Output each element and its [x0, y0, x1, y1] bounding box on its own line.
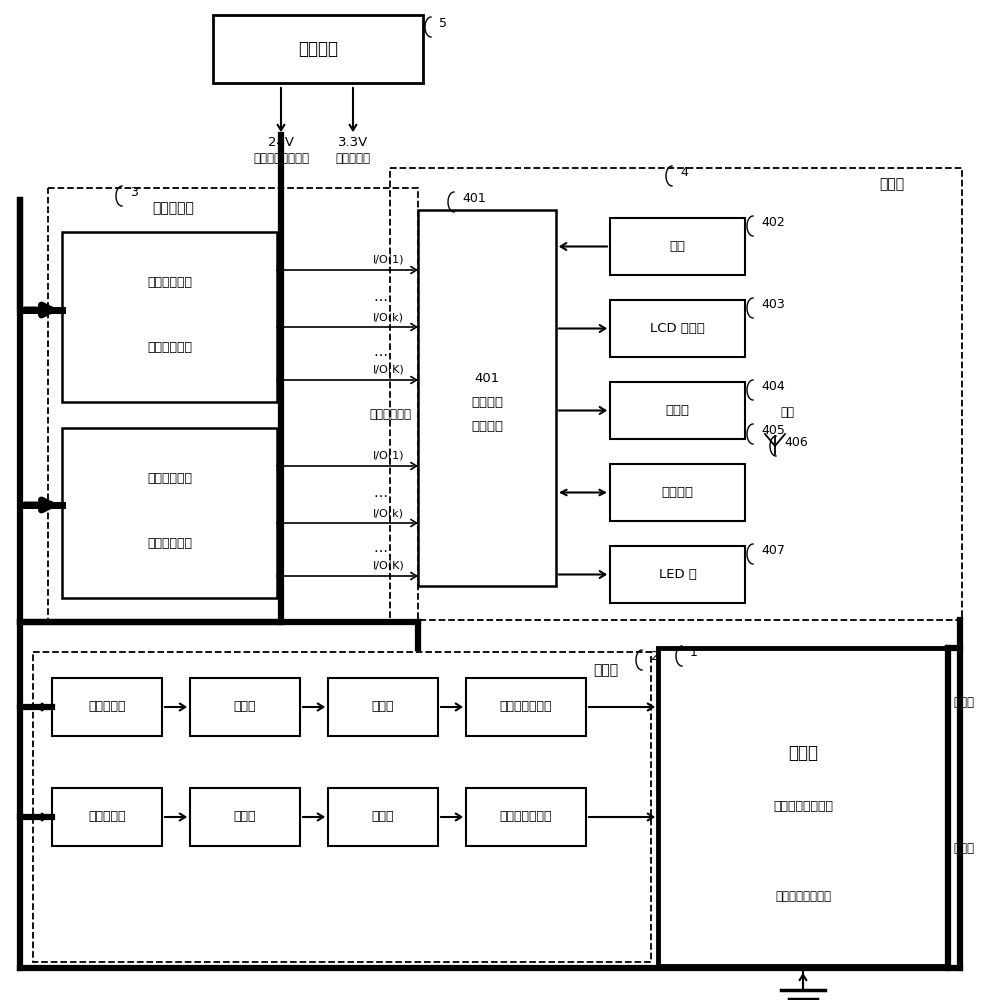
Bar — [610, 546, 745, 603]
Text: 3: 3 — [130, 186, 138, 199]
Text: 右活塞: 右活塞 — [371, 810, 394, 824]
Text: I/O(k): I/O(k) — [373, 312, 404, 322]
Text: 左信号电极阵: 左信号电极阵 — [147, 276, 192, 290]
Text: 控制器: 控制器 — [880, 177, 905, 191]
Text: 405: 405 — [761, 424, 784, 437]
Bar — [52, 678, 162, 736]
Text: 5: 5 — [439, 17, 447, 30]
Text: 右小口径圆柱腔: 右小口径圆柱腔 — [499, 810, 552, 824]
Text: 402: 402 — [761, 216, 784, 229]
Text: 左驱动电路: 左驱动电路 — [88, 700, 126, 714]
Text: 右电机: 右电机 — [233, 810, 256, 824]
Bar — [213, 15, 423, 83]
Text: 右驱动电路: 右驱动电路 — [88, 810, 126, 824]
Text: 天线: 天线 — [780, 406, 794, 418]
Text: 键盘: 键盘 — [669, 240, 685, 253]
Text: 扬声器: 扬声器 — [665, 404, 689, 417]
Text: LCD 显示器: LCD 显示器 — [650, 322, 705, 335]
Text: LED 屏: LED 屏 — [658, 568, 696, 581]
Bar — [658, 648, 948, 966]
Bar — [190, 788, 300, 846]
Text: 供左、右驱动电路: 供左、右驱动电路 — [253, 152, 309, 165]
Text: 3.3V: 3.3V — [338, 136, 368, 149]
Text: 与饱和电解液接触: 与饱和电解液接触 — [775, 890, 831, 903]
Bar — [328, 678, 438, 736]
Text: 左小口径圆柱腔: 左小口径圆柱腔 — [499, 700, 552, 714]
Text: …: … — [373, 541, 387, 555]
Bar — [190, 678, 300, 736]
Text: 直流电源: 直流电源 — [298, 40, 338, 58]
Text: （大口径圆柱腔）: （大口径圆柱腔） — [773, 800, 833, 814]
Text: 右端面: 右端面 — [953, 842, 974, 855]
Bar — [52, 788, 162, 846]
Text: 24V: 24V — [268, 136, 294, 149]
Text: 404: 404 — [761, 380, 784, 393]
Bar — [48, 188, 418, 620]
Text: 407: 407 — [761, 544, 784, 557]
Text: 401: 401 — [475, 371, 499, 384]
Bar — [610, 300, 745, 357]
Bar — [610, 464, 745, 521]
Text: 单片机及: 单片机及 — [471, 396, 503, 410]
Text: I/O(K): I/O(K) — [373, 365, 405, 375]
Text: 406: 406 — [784, 436, 807, 449]
Text: I/O(K): I/O(K) — [373, 561, 405, 571]
Text: 左电机: 左电机 — [233, 700, 256, 714]
Bar — [466, 678, 586, 736]
Text: 左活塞: 左活塞 — [371, 700, 394, 714]
Bar — [390, 168, 962, 620]
Text: 盛液器: 盛液器 — [788, 744, 818, 762]
Text: 通信模块: 通信模块 — [661, 486, 693, 499]
Bar — [466, 788, 586, 846]
Text: …: … — [373, 290, 387, 304]
Text: 4: 4 — [680, 166, 688, 179]
Text: 403: 403 — [761, 298, 784, 311]
Text: I/O(k): I/O(k) — [373, 508, 404, 518]
Bar — [33, 652, 651, 962]
Text: I/O(1): I/O(1) — [373, 255, 404, 265]
Text: 右信号采集器: 右信号采集器 — [147, 537, 192, 550]
Text: 左端面: 左端面 — [953, 696, 974, 709]
Text: 数据采集接口: 数据采集接口 — [369, 408, 411, 420]
Bar — [610, 218, 745, 275]
Text: 1: 1 — [690, 646, 698, 659]
Text: I/O(1): I/O(1) — [373, 451, 404, 461]
Text: 供其它电路: 供其它电路 — [336, 152, 370, 165]
Text: 调液器: 调液器 — [594, 663, 619, 677]
Text: …: … — [373, 486, 387, 500]
Bar — [62, 232, 277, 402]
Text: 2: 2 — [650, 650, 658, 663]
Text: 左信号采集器: 左信号采集器 — [147, 341, 192, 354]
Bar — [418, 210, 556, 586]
Text: 信号采集器: 信号采集器 — [152, 201, 194, 215]
Text: 右信号电极阵: 右信号电极阵 — [147, 473, 192, 486]
Bar — [62, 428, 277, 598]
Bar — [610, 382, 745, 439]
Bar — [328, 788, 438, 846]
Text: 401: 401 — [462, 192, 486, 205]
Text: …: … — [373, 345, 387, 359]
Text: 接口模块: 接口模块 — [471, 420, 503, 432]
